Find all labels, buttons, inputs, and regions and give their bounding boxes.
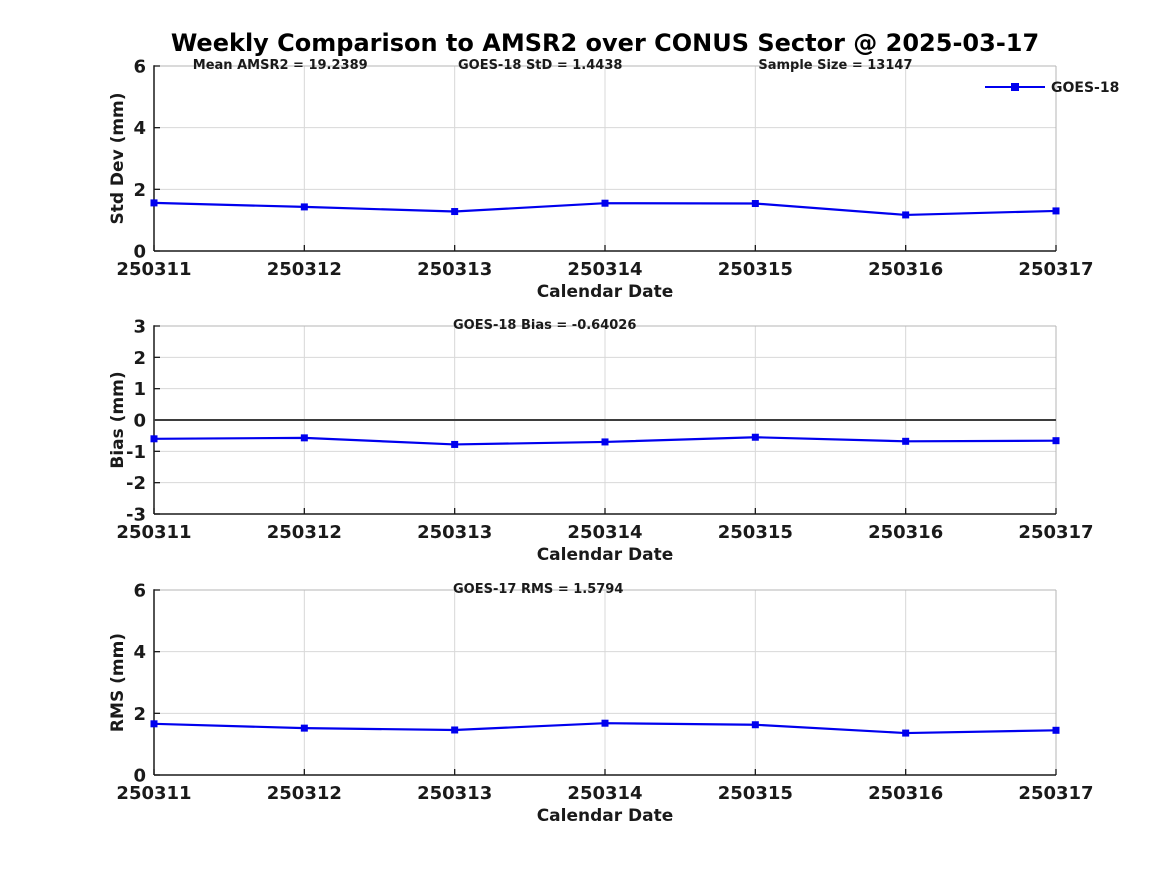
subplot-rms: 0 2 4 6 250311 250312 250313 250314 250315 250316…: [108, 581, 1094, 827]
x-axis-label: Calendar Date: [537, 806, 674, 826]
x-tick-label: 250313: [417, 522, 492, 543]
data-point-marker: [751, 721, 759, 729]
x-tick-label: 250311: [116, 783, 191, 804]
y-tick-label: 4: [133, 642, 146, 663]
y-tick-label: 0: [133, 766, 146, 787]
y-tick-label: 0: [133, 242, 146, 263]
data-point-marker: [150, 720, 158, 728]
subplot-std-dev: 0 2 4 6 250311 250312 250313 250314 250315 250316…: [108, 57, 1119, 303]
y-tick-label: -3: [126, 505, 146, 526]
data-point-marker: [751, 200, 759, 208]
legend-label: GOES-18: [1051, 80, 1119, 96]
x-tick-label: 250313: [417, 783, 492, 804]
x-tick-label: 250311: [116, 522, 191, 543]
data-point-marker: [150, 199, 158, 207]
y-tick-label: 2: [133, 704, 146, 725]
x-tick-label: 250314: [567, 783, 642, 804]
annotation: Sample Size = 13147: [758, 58, 912, 73]
data-point-marker: [1052, 207, 1060, 215]
legend-marker: [1011, 83, 1019, 91]
data-point-marker: [451, 440, 459, 448]
x-tick-label: 250316: [868, 259, 943, 280]
y-tick-label: 2: [133, 180, 146, 201]
chart-title: Weekly Comparison to AMSR2 over CONUS Se…: [170, 29, 1040, 57]
data-point-marker: [150, 435, 158, 443]
x-tick-label: 250312: [267, 783, 342, 804]
x-tick-label: 250314: [567, 259, 642, 280]
data-point-marker: [902, 437, 910, 445]
y-tick-label: -1: [126, 442, 146, 463]
y-tick-label: 3: [133, 317, 146, 338]
data-point-marker: [300, 203, 308, 211]
data-point-marker: [451, 726, 459, 734]
data-point-marker: [300, 724, 308, 732]
x-tick-label: 250317: [1018, 259, 1093, 280]
x-tick-label: 250311: [116, 259, 191, 280]
data-point-marker: [451, 208, 459, 216]
y-axis-label: RMS (mm): [108, 633, 128, 732]
annotation: GOES-17 RMS = 1.5794: [453, 582, 623, 597]
data-point-marker: [902, 211, 910, 219]
data-point-marker: [902, 729, 910, 737]
y-axis-label: Std Dev (mm): [108, 92, 128, 224]
data-point-marker: [300, 434, 308, 442]
x-axis-label: Calendar Date: [537, 282, 674, 302]
x-tick-label: 250317: [1018, 783, 1093, 804]
x-tick-label: 250312: [267, 522, 342, 543]
x-tick-label: 250312: [267, 259, 342, 280]
y-tick-label: 6: [133, 581, 146, 602]
subplot-bias: -3 -2 -1 0 1 2 3 250311 250312 250313 250314 250315…: [108, 317, 1094, 566]
data-point-marker: [1052, 437, 1060, 445]
y-tick-label: -2: [126, 473, 146, 494]
data-point-marker: [751, 433, 759, 441]
x-tick-label: 250317: [1018, 522, 1093, 543]
annotation: Mean AMSR2 = 19.2389: [193, 58, 368, 73]
y-tick-label: 2: [133, 348, 146, 369]
x-axis-label: Calendar Date: [537, 545, 674, 565]
x-tick-label: 250314: [567, 522, 642, 543]
annotation: GOES-18 Bias = -0.64026: [453, 318, 636, 333]
y-tick-label: 6: [133, 57, 146, 78]
x-tick-label: 250316: [868, 783, 943, 804]
x-tick-label: 250315: [718, 522, 793, 543]
y-tick-label: 4: [133, 118, 146, 139]
y-tick-label: 0: [133, 411, 146, 432]
annotation: GOES-18 StD = 1.4438: [458, 58, 622, 73]
y-tick-label: 1: [133, 379, 146, 400]
data-point-marker: [601, 199, 609, 207]
data-point-marker: [601, 438, 609, 446]
x-tick-label: 250316: [868, 522, 943, 543]
x-tick-label: 250315: [718, 259, 793, 280]
data-point-marker: [601, 719, 609, 727]
x-tick-label: 250313: [417, 259, 492, 280]
x-tick-label: 250315: [718, 783, 793, 804]
y-axis-label: Bias (mm): [108, 371, 128, 468]
data-point-marker: [1052, 726, 1060, 734]
